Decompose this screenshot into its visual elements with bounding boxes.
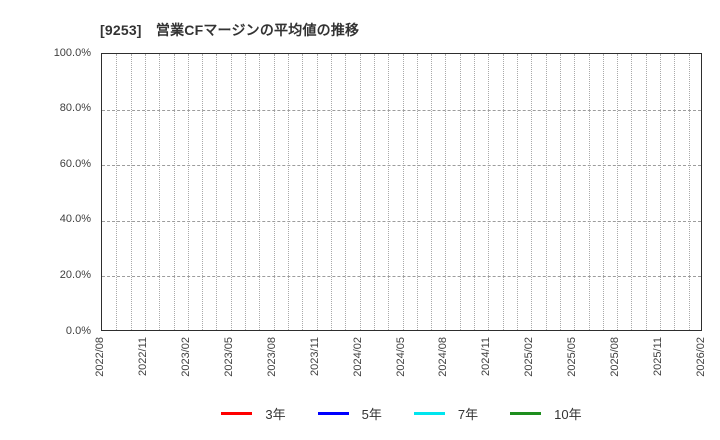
vertical-gridline <box>574 54 576 330</box>
vertical-gridline <box>645 54 647 330</box>
vertical-gridline <box>330 54 332 330</box>
vertical-gridline <box>273 54 275 330</box>
x-axis-tick-label: 2023/08 <box>265 337 278 377</box>
vertical-gridline <box>502 54 504 330</box>
legend-line-swatch <box>510 412 542 415</box>
vertical-gridline <box>588 54 590 330</box>
x-axis-tick-label: 2022/11 <box>136 337 149 376</box>
x-axis-tick-label: 2025/02 <box>523 337 536 377</box>
y-axis-tick-label: 0.0% <box>65 324 91 337</box>
vertical-gridline <box>116 54 118 330</box>
x-axis-tick-label: 2022/08 <box>94 337 106 377</box>
legend-series-label: 5年 <box>361 407 382 422</box>
horizontal-gridline <box>102 165 701 167</box>
x-axis-tick-label: 2024/11 <box>480 337 493 376</box>
vertical-gridline <box>216 54 218 330</box>
vertical-gridline <box>302 54 304 330</box>
plot-area <box>101 53 702 331</box>
x-axis-tick-label: 2025/08 <box>609 337 622 377</box>
x-axis-tick-label: 2024/05 <box>394 337 407 377</box>
vertical-gridline <box>202 54 204 330</box>
legend-series-label: 10年 <box>554 407 582 422</box>
vertical-gridline <box>316 54 318 330</box>
vertical-gridline <box>173 54 175 330</box>
vertical-gridline <box>373 54 375 330</box>
vertical-gridline <box>488 54 490 330</box>
x-axis-tick-label: 2023/11 <box>308 337 321 376</box>
horizontal-gridline <box>102 276 701 278</box>
vertical-gridline <box>602 54 604 330</box>
x-axis-tick-label: 2025/05 <box>566 337 579 377</box>
x-axis-tick-label: 2024/08 <box>437 337 450 377</box>
legend-item: 5年 <box>317 404 382 423</box>
vertical-gridline <box>345 54 347 330</box>
vertical-gridline <box>402 54 404 330</box>
horizontal-gridline <box>102 220 701 222</box>
vertical-gridline <box>288 54 290 330</box>
vertical-gridline <box>660 54 662 330</box>
y-axis-tick-label: 40.0% <box>59 213 91 226</box>
vertical-gridline <box>631 54 633 330</box>
y-axis-tick-label: 60.0% <box>59 157 91 170</box>
vertical-gridline <box>416 54 418 330</box>
x-axis-tick-label: 2024/02 <box>351 337 364 377</box>
horizontal-gridline <box>102 109 701 111</box>
legend-item: 10年 <box>510 404 582 423</box>
x-axis-tick-label: 2023/05 <box>222 337 235 377</box>
legend-series-label: 7年 <box>457 407 479 422</box>
vertical-gridline <box>688 54 690 330</box>
vertical-gridline <box>159 54 161 330</box>
vertical-gridline <box>674 54 676 330</box>
vertical-gridline <box>388 54 390 330</box>
vertical-gridline <box>245 54 247 330</box>
legend-series-label: 3年 <box>265 407 286 422</box>
vertical-gridline <box>187 54 189 330</box>
legend-line-swatch <box>221 412 253 415</box>
vertical-gridline <box>259 54 261 330</box>
legend: 3年 5年 7年 10年 <box>101 404 702 423</box>
vertical-gridline <box>617 54 619 330</box>
vertical-gridline <box>130 54 132 330</box>
legend-line-swatch <box>317 412 349 415</box>
chart-title: [9253] 営業CFマージンの平均値の推移 <box>100 22 360 38</box>
y-axis-tick-label: 80.0% <box>59 102 91 115</box>
vertical-gridline <box>531 54 533 330</box>
vertical-gridline <box>559 54 561 330</box>
x-axis-tick-label: 2023/02 <box>179 337 192 377</box>
y-axis-tick-label: 100.0% <box>53 46 91 59</box>
vertical-gridline <box>359 54 361 330</box>
vertical-gridline <box>445 54 447 330</box>
x-axis-tick-label: 2026/02 <box>695 337 707 377</box>
vertical-gridline <box>144 54 146 330</box>
vertical-gridline <box>230 54 232 330</box>
legend-line-swatch <box>413 412 445 415</box>
legend-item: 3年 <box>221 404 286 423</box>
vertical-gridline <box>474 54 476 330</box>
x-axis-tick-label: 2025/11 <box>652 337 665 376</box>
y-axis-tick-label: 20.0% <box>59 268 91 281</box>
vertical-gridline <box>545 54 547 330</box>
legend-item: 7年 <box>413 404 479 423</box>
vertical-gridline <box>459 54 461 330</box>
vertical-gridline <box>516 54 518 330</box>
vertical-gridline <box>431 54 433 330</box>
